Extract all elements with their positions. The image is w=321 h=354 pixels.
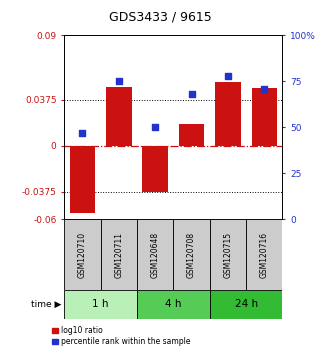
Bar bbox=[137, 219, 173, 290]
Text: GSM120708: GSM120708 bbox=[187, 232, 196, 278]
Bar bbox=[64, 290, 137, 319]
Bar bbox=[252, 88, 277, 146]
Bar bbox=[143, 146, 168, 193]
Bar bbox=[64, 219, 100, 290]
Text: 4 h: 4 h bbox=[165, 299, 182, 309]
Point bbox=[116, 79, 121, 84]
Text: time ▶: time ▶ bbox=[30, 300, 61, 309]
Text: GDS3433 / 9615: GDS3433 / 9615 bbox=[109, 11, 212, 24]
Text: GSM120711: GSM120711 bbox=[114, 232, 123, 278]
Text: 1 h: 1 h bbox=[92, 299, 109, 309]
Legend: log10 ratio, percentile rank within the sample: log10 ratio, percentile rank within the … bbox=[52, 326, 191, 347]
Text: GSM120716: GSM120716 bbox=[260, 232, 269, 278]
Text: GSM120715: GSM120715 bbox=[223, 232, 232, 278]
Bar bbox=[106, 87, 132, 146]
Bar bbox=[210, 219, 246, 290]
Text: GSM120710: GSM120710 bbox=[78, 232, 87, 278]
Bar bbox=[179, 124, 204, 146]
Text: GSM120648: GSM120648 bbox=[151, 232, 160, 278]
Bar bbox=[137, 290, 210, 319]
Point bbox=[189, 91, 194, 97]
Text: 24 h: 24 h bbox=[235, 299, 258, 309]
Point bbox=[225, 73, 230, 79]
Bar bbox=[173, 219, 210, 290]
Bar bbox=[100, 219, 137, 290]
Point bbox=[152, 125, 158, 130]
Bar bbox=[246, 219, 282, 290]
Bar bbox=[70, 146, 95, 213]
Point bbox=[80, 130, 85, 136]
Bar bbox=[210, 290, 282, 319]
Point bbox=[262, 86, 267, 92]
Bar bbox=[215, 82, 241, 146]
